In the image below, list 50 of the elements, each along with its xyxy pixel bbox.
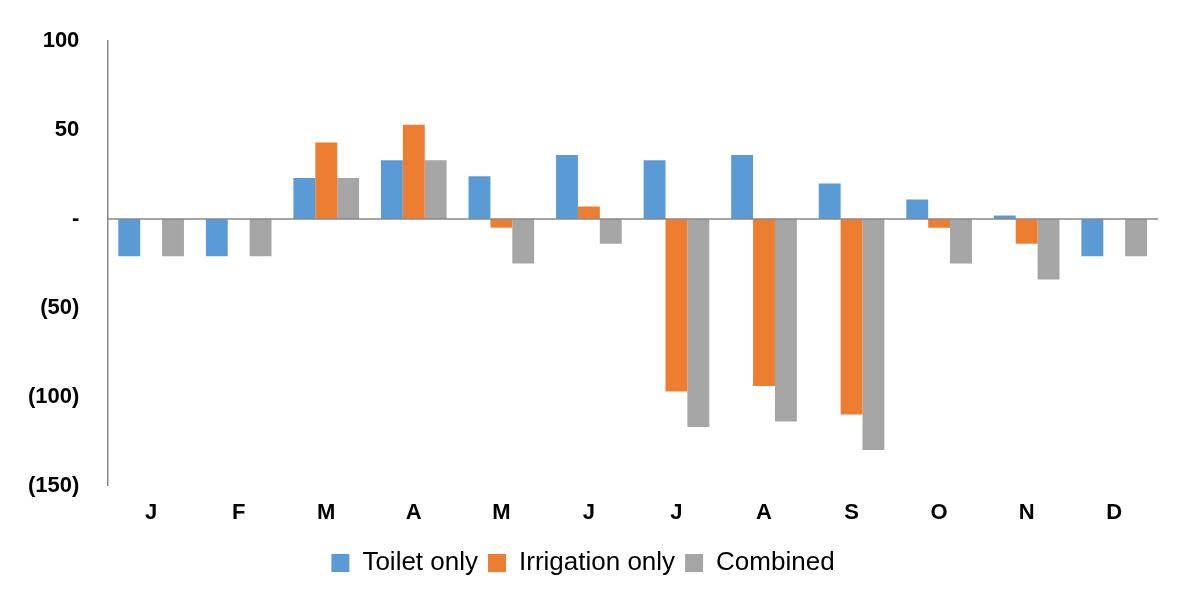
y-tick-label: - [72, 205, 80, 231]
y-tick-label: (150) [28, 471, 80, 497]
bar [380, 160, 403, 219]
x-tick-label: A [405, 498, 422, 524]
bar [205, 218, 228, 257]
bar [950, 218, 972, 264]
x-tick-label: O [930, 498, 948, 524]
x-tick-label: S [844, 498, 859, 524]
x-tick-label: A [756, 498, 773, 524]
x-tick-label: J [670, 498, 683, 524]
y-tick-label: 50 [54, 116, 80, 142]
bar [162, 218, 184, 257]
bar [1037, 218, 1060, 280]
x-tick-label: J [145, 498, 158, 524]
bar [293, 178, 316, 219]
bar [337, 178, 360, 219]
x-tick-label: F [231, 498, 246, 524]
bar [512, 218, 535, 264]
bar [774, 218, 797, 422]
bar [818, 183, 841, 219]
bar [1015, 218, 1038, 244]
x-tick-label: M [317, 498, 336, 524]
x-tick-label: N [1018, 498, 1035, 524]
x-tick-label: D [1106, 498, 1123, 524]
bar [687, 218, 710, 427]
bar [249, 218, 272, 257]
bar [599, 218, 622, 244]
bar [665, 218, 688, 392]
bar [315, 142, 338, 219]
bar [556, 154, 578, 219]
legend-label: Combined [716, 546, 835, 577]
bar [643, 160, 666, 219]
y-tick-label: (50) [40, 293, 80, 319]
bar [468, 176, 491, 219]
x-tick-label: M [492, 498, 511, 524]
bar [118, 218, 141, 257]
y-tick-label: 100 [42, 27, 80, 53]
legend-label: Irrigation only [519, 546, 676, 577]
bar [1125, 218, 1148, 257]
bar [1081, 218, 1104, 257]
legend-label: Toilet only [362, 546, 479, 577]
x-tick-label: J [582, 498, 596, 524]
bar [731, 154, 754, 219]
bar [753, 218, 775, 387]
bar [906, 199, 929, 219]
y-tick-label: (100) [28, 382, 80, 408]
bar [840, 218, 863, 415]
bar [424, 160, 447, 219]
bar [402, 124, 425, 219]
bar [862, 218, 885, 451]
